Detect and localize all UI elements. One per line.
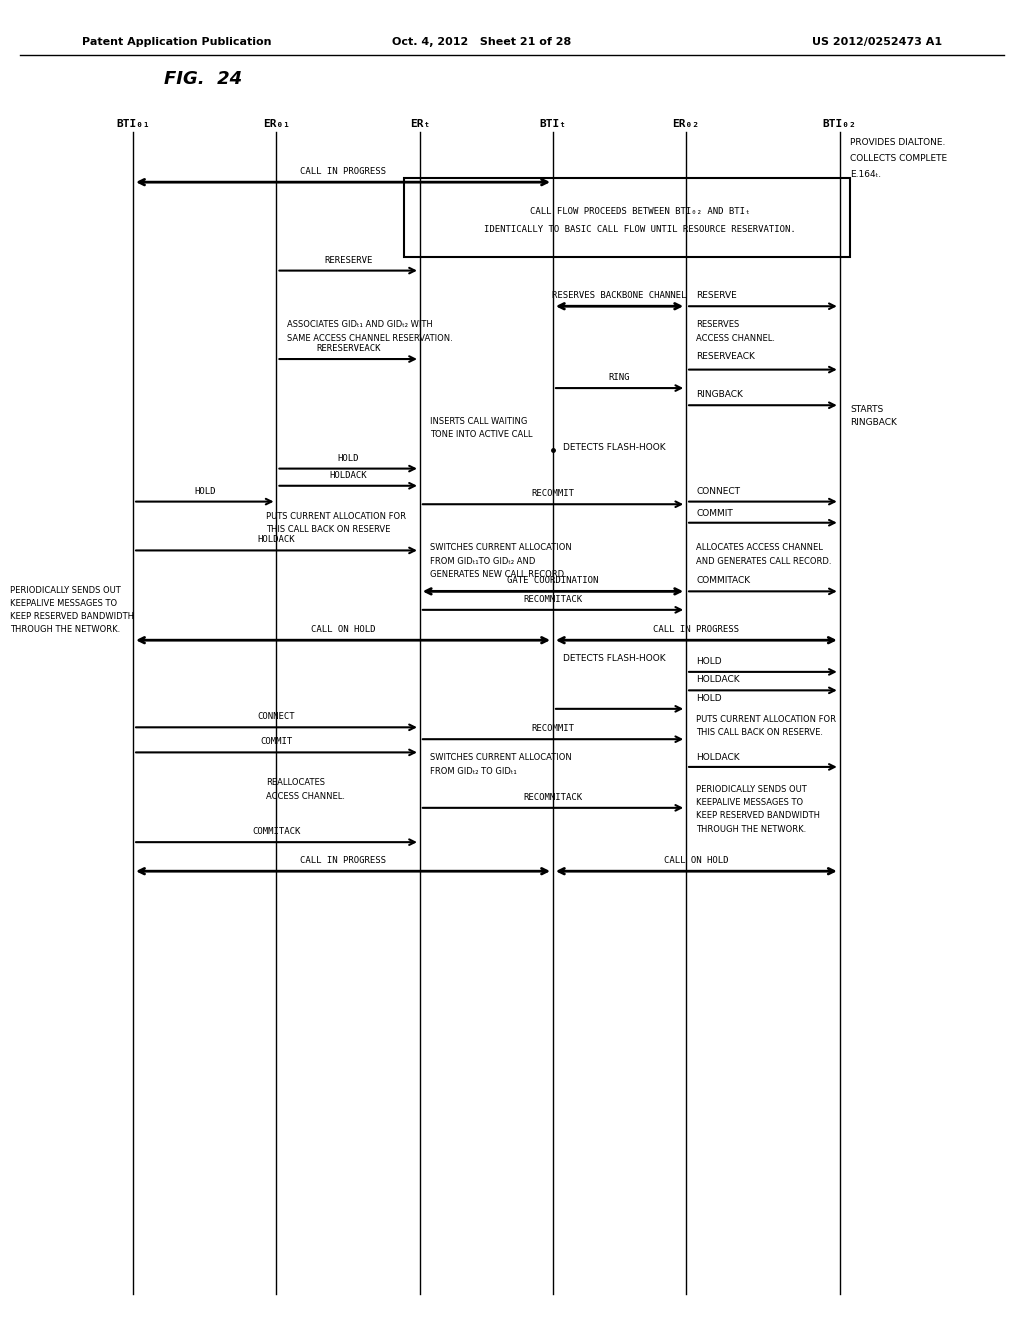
Text: SWITCHES CURRENT ALLOCATION: SWITCHES CURRENT ALLOCATION xyxy=(430,754,571,763)
Text: ER₀₂: ER₀₂ xyxy=(673,119,699,129)
Text: HOLDACK: HOLDACK xyxy=(258,536,295,544)
Text: THIS CALL BACK ON RESERVE.: THIS CALL BACK ON RESERVE. xyxy=(696,729,823,738)
Text: RESERVES: RESERVES xyxy=(696,321,739,330)
Text: GENERATES NEW CALL RECORD.: GENERATES NEW CALL RECORD. xyxy=(430,570,567,579)
Text: PUTS CURRENT ALLOCATION FOR: PUTS CURRENT ALLOCATION FOR xyxy=(696,715,837,725)
Text: THROUGH THE NETWORK.: THROUGH THE NETWORK. xyxy=(696,825,807,834)
Text: IDENTICALLY TO BASIC CALL FLOW UNTIL RESOURCE RESERVATION.: IDENTICALLY TO BASIC CALL FLOW UNTIL RES… xyxy=(484,226,796,235)
Text: CALL ON HOLD: CALL ON HOLD xyxy=(665,857,728,865)
Text: KEEPALIVE MESSAGES TO: KEEPALIVE MESSAGES TO xyxy=(10,599,118,609)
Text: RECOMMIT: RECOMMIT xyxy=(531,725,574,733)
Text: FROM GIDₜ₁TO GIDₜ₂ AND: FROM GIDₜ₁TO GIDₜ₂ AND xyxy=(430,557,536,566)
Text: CALL IN PROGRESS: CALL IN PROGRESS xyxy=(653,626,739,634)
Text: THIS CALL BACK ON RESERVE: THIS CALL BACK ON RESERVE xyxy=(266,525,390,535)
Text: HOLD: HOLD xyxy=(338,454,358,462)
Text: CONNECT: CONNECT xyxy=(696,487,740,496)
Text: RERESERVEACK: RERESERVEACK xyxy=(316,345,380,352)
Text: SAME ACCESS CHANNEL RESERVATION.: SAME ACCESS CHANNEL RESERVATION. xyxy=(287,334,453,343)
Text: COMMITACK: COMMITACK xyxy=(252,828,301,836)
Text: COLLECTS COMPLETE: COLLECTS COMPLETE xyxy=(850,154,947,164)
Text: ASSOCIATES GIDₜ₁ AND GIDₜ₂ WITH: ASSOCIATES GIDₜ₁ AND GIDₜ₂ WITH xyxy=(287,321,432,330)
Text: RINGBACK: RINGBACK xyxy=(696,391,743,400)
Text: PERIODICALLY SENDS OUT: PERIODICALLY SENDS OUT xyxy=(696,785,807,795)
Text: REALLOCATES: REALLOCATES xyxy=(266,779,326,788)
Text: RECOMMIT: RECOMMIT xyxy=(531,490,574,498)
Text: CALL IN PROGRESS: CALL IN PROGRESS xyxy=(300,857,386,865)
Text: AND GENERATES CALL RECORD.: AND GENERATES CALL RECORD. xyxy=(696,557,831,566)
Text: CALL FLOW PROCEEDS BETWEEN BTI₀₂ AND BTIₜ: CALL FLOW PROCEEDS BETWEEN BTI₀₂ AND BTI… xyxy=(529,207,751,216)
Text: RESERVES BACKBONE CHANNEL: RESERVES BACKBONE CHANNEL xyxy=(552,292,687,300)
Text: E.164ₜ.: E.164ₜ. xyxy=(850,170,881,180)
Text: GATE COORDINATION: GATE COORDINATION xyxy=(507,577,599,585)
Text: FROM GIDₜ₂ TO GIDₜ₁: FROM GIDₜ₂ TO GIDₜ₁ xyxy=(430,767,517,776)
Text: ACCESS CHANNEL.: ACCESS CHANNEL. xyxy=(266,792,345,801)
Text: RING: RING xyxy=(609,374,630,381)
Text: Oct. 4, 2012   Sheet 21 of 28: Oct. 4, 2012 Sheet 21 of 28 xyxy=(391,37,571,48)
Text: HOLD: HOLD xyxy=(696,694,722,704)
Text: Patent Application Publication: Patent Application Publication xyxy=(82,37,271,48)
Text: KEEP RESERVED BANDWIDTH: KEEP RESERVED BANDWIDTH xyxy=(10,612,134,622)
Text: BTIₜ: BTIₜ xyxy=(540,119,566,129)
FancyBboxPatch shape xyxy=(404,178,850,257)
Text: RESERVEACK: RESERVEACK xyxy=(696,352,755,362)
Text: BTI₀₂: BTI₀₂ xyxy=(823,119,856,129)
Text: DETECTS FLASH-HOOK: DETECTS FLASH-HOOK xyxy=(563,444,666,453)
Text: PROVIDES DIALTONE.: PROVIDES DIALTONE. xyxy=(850,139,945,148)
Text: RECOMMITACK: RECOMMITACK xyxy=(523,595,583,603)
Text: RERESERVE: RERESERVE xyxy=(324,256,373,264)
Text: ACCESS CHANNEL.: ACCESS CHANNEL. xyxy=(696,334,775,343)
Text: KEEP RESERVED BANDWIDTH: KEEP RESERVED BANDWIDTH xyxy=(696,812,820,821)
Text: ER₀₁: ER₀₁ xyxy=(263,119,290,129)
Text: HOLDACK: HOLDACK xyxy=(330,471,367,479)
Text: PERIODICALLY SENDS OUT: PERIODICALLY SENDS OUT xyxy=(10,586,121,595)
Text: CALL IN PROGRESS: CALL IN PROGRESS xyxy=(300,168,386,176)
Text: ERₜ: ERₜ xyxy=(410,119,430,129)
Text: COMMITACK: COMMITACK xyxy=(696,577,751,586)
Text: CALL ON HOLD: CALL ON HOLD xyxy=(311,626,375,634)
Text: COMMIT: COMMIT xyxy=(696,510,733,519)
Text: HOLDACK: HOLDACK xyxy=(696,676,740,685)
Text: RINGBACK: RINGBACK xyxy=(850,418,897,428)
Text: PUTS CURRENT ALLOCATION FOR: PUTS CURRENT ALLOCATION FOR xyxy=(266,512,407,521)
Text: CONNECT: CONNECT xyxy=(258,713,295,721)
Text: RESERVE: RESERVE xyxy=(696,292,737,301)
Text: HOLDACK: HOLDACK xyxy=(696,754,740,763)
Text: STARTS: STARTS xyxy=(850,405,883,414)
Text: US 2012/0252473 A1: US 2012/0252473 A1 xyxy=(812,37,942,48)
Text: ALLOCATES ACCESS CHANNEL: ALLOCATES ACCESS CHANNEL xyxy=(696,544,823,553)
Text: THROUGH THE NETWORK.: THROUGH THE NETWORK. xyxy=(10,626,121,635)
Text: INSERTS CALL WAITING: INSERTS CALL WAITING xyxy=(430,417,527,426)
Text: HOLD: HOLD xyxy=(195,487,215,495)
Text: DETECTS FLASH-HOOK: DETECTS FLASH-HOOK xyxy=(563,655,666,664)
Text: COMMIT: COMMIT xyxy=(260,738,293,746)
Text: KEEPALIVE MESSAGES TO: KEEPALIVE MESSAGES TO xyxy=(696,799,804,808)
Text: RECOMMITACK: RECOMMITACK xyxy=(523,793,583,801)
Text: FIG.  24: FIG. 24 xyxy=(164,70,242,88)
Text: BTI₀₁: BTI₀₁ xyxy=(117,119,150,129)
Text: TONE INTO ACTIVE CALL: TONE INTO ACTIVE CALL xyxy=(430,430,532,440)
Text: HOLD: HOLD xyxy=(696,657,722,667)
Text: SWITCHES CURRENT ALLOCATION: SWITCHES CURRENT ALLOCATION xyxy=(430,544,571,553)
